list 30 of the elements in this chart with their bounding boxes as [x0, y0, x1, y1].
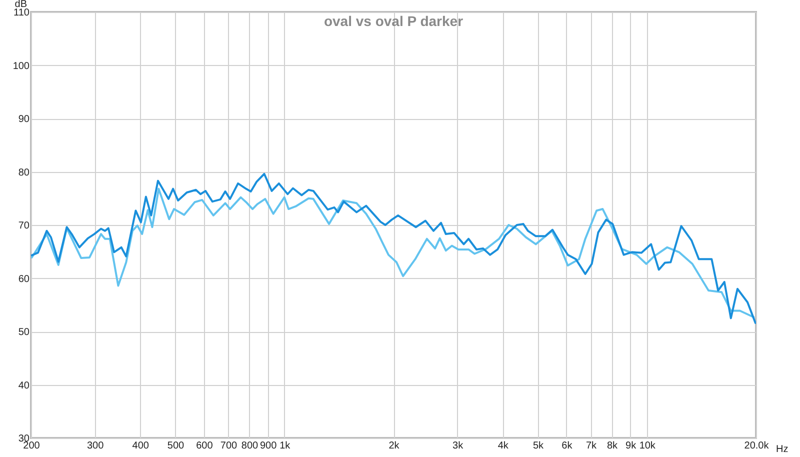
x-tick-label: 600	[196, 440, 214, 452]
y-tick-label: 70	[18, 220, 30, 232]
x-tick-label: 8k	[606, 440, 619, 452]
x-axis-title: Hz	[776, 444, 788, 455]
x-tick-label: 3k	[452, 440, 464, 452]
x-tick-label: 20.0k	[744, 440, 770, 452]
y-tick-label: 60	[18, 274, 30, 285]
y-tick-label: 50	[18, 327, 30, 338]
x-tick-label: 200	[23, 440, 40, 452]
x-tick-label: 10k	[639, 440, 656, 452]
x-tick-label: 300	[86, 440, 104, 452]
x-tick-label: 1k	[280, 440, 292, 452]
y-axis-title: dB	[14, 0, 28, 10]
y-tick-label: 90	[18, 114, 30, 125]
x-tick-label: 500	[167, 440, 185, 452]
y-tick-label: 80	[18, 167, 30, 178]
x-tick-label: 9k	[626, 440, 638, 452]
x-tick-label: 6k	[562, 440, 574, 452]
x-tick-label: 700	[220, 440, 238, 452]
x-tick-label: 4k	[498, 440, 510, 452]
x-tick-label: 800	[241, 440, 259, 452]
x-tick-label: 400	[132, 440, 150, 452]
y-tick-label: 40	[18, 380, 30, 392]
x-tick-label: 900	[260, 440, 278, 452]
x-tick-label: 2k	[388, 440, 400, 452]
chart-title: oval vs oval P darker	[324, 13, 464, 29]
x-tick-label: 5k	[532, 440, 545, 452]
y-tick-label: 110	[14, 8, 30, 18]
y-tick-label: 100	[12, 60, 30, 72]
x-tick-label: 7k	[586, 440, 598, 452]
